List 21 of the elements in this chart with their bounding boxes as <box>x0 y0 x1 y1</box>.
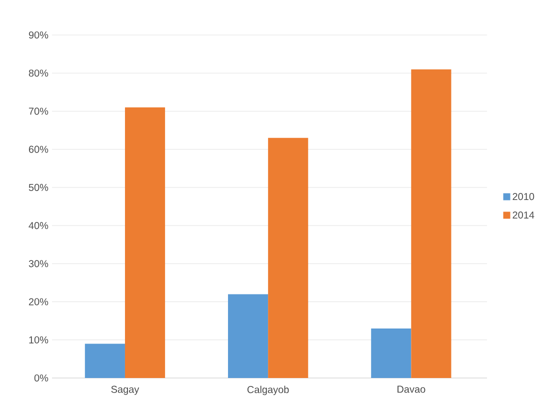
y-tick-label: 20% <box>28 298 48 306</box>
legend-label: 2014 <box>512 211 534 219</box>
y-tick-label: 0% <box>34 374 48 382</box>
y-tick-label: 50% <box>28 184 48 191</box>
x-tick-label: Calgayob <box>247 386 289 396</box>
x-tick-label: Davao <box>398 386 426 393</box>
bar <box>411 69 452 378</box>
y-tick-label: 80% <box>28 70 48 77</box>
y-tick-label: 70% <box>28 108 48 115</box>
y-tick-label: 90% <box>28 31 48 39</box>
bar <box>84 344 125 378</box>
y-tick-label: 10% <box>29 336 48 344</box>
x-tick-label: Sagay <box>111 386 140 395</box>
y-tick-label: 60% <box>28 146 48 153</box>
y-tick-label: 30% <box>28 260 48 268</box>
bar <box>228 294 268 378</box>
bar <box>371 328 412 378</box>
y-tick-label: 40% <box>28 222 48 230</box>
legend-label: 2010 <box>512 193 534 200</box>
bar <box>124 107 166 378</box>
bar <box>268 138 308 378</box>
